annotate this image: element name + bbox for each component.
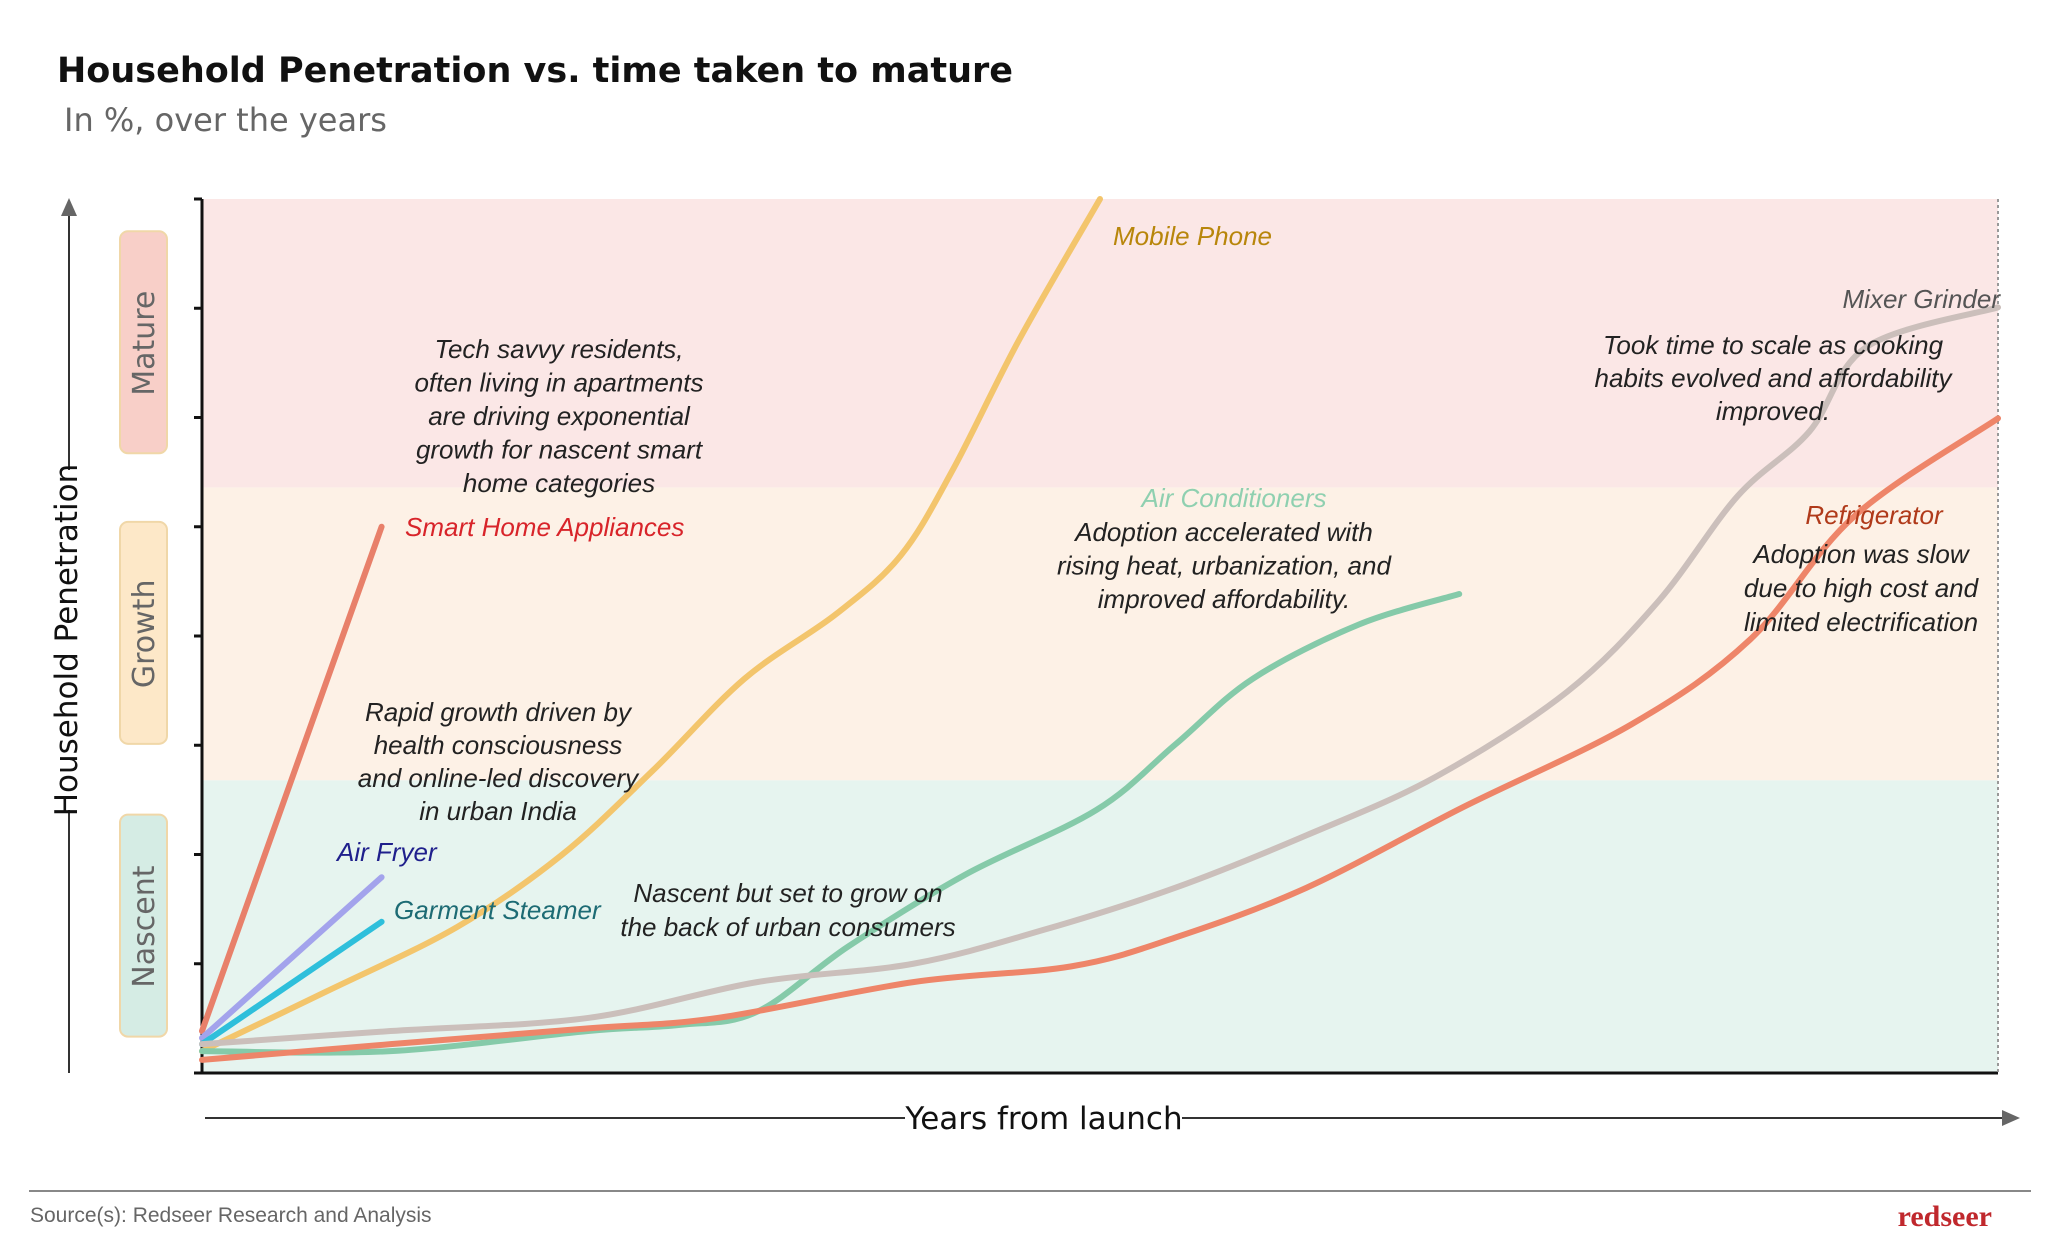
stage-band-mature	[202, 199, 1998, 488]
series-label: Refrigerator	[1805, 500, 1944, 530]
y-axis	[194, 197, 204, 1075]
series-line-smart-home-appliances	[199, 523, 385, 1035]
annotation-line: home categories	[463, 468, 655, 498]
annotation-line: in urban India	[419, 796, 577, 826]
annotation-line: improved.	[1716, 396, 1830, 426]
annotation-line: Adoption was slow	[1751, 539, 1971, 569]
annotation-line: habits evolved and affordability	[1594, 363, 1953, 393]
series-line-mobile-phone	[199, 196, 1103, 1055]
chart-title: Household Penetration vs. time taken to …	[57, 51, 1013, 91]
x-axis-label: Years from launch	[904, 1101, 1182, 1137]
stage-box-mature	[119, 230, 168, 455]
annotation-line: the back of urban consumers	[620, 912, 955, 942]
series-label: Air Conditioners	[1140, 483, 1327, 513]
series-label: Mobile Phone	[1113, 221, 1272, 251]
series-label: Smart Home Appliances	[405, 512, 684, 542]
stage-box-growth	[119, 520, 168, 745]
series-lines	[199, 196, 2001, 1063]
y-axis-label: Household Penetration	[49, 464, 85, 817]
annotation-line: limited electrification	[1744, 607, 1978, 637]
stage-label: Growth	[127, 580, 162, 689]
series-label: Air Fryer	[335, 837, 438, 867]
stage-box-nascent	[119, 813, 168, 1038]
series-labels: Smart Home Appliances Air Fryer Garment St…	[335, 221, 2001, 925]
stage-label: Nascent	[127, 865, 162, 987]
annotation-line: Took time to scale as cooking	[1603, 330, 1944, 360]
series-line-garment-steamer	[199, 918, 385, 1048]
annotation-line: Nascent but set to grow on	[633, 878, 942, 908]
series-line-mixer-grinder	[199, 304, 2001, 1048]
annotation-line: rising heat, urbanization, and	[1057, 551, 1392, 581]
x-axis-arrow	[205, 1110, 2020, 1126]
annotation-line: Tech savvy residents,	[434, 334, 683, 364]
stage-labels: Nascent Growth Mature	[119, 230, 168, 1038]
annotation-line: improved affordability.	[1098, 584, 1350, 614]
annotation-line: are driving exponential	[428, 401, 691, 431]
annotation-line: growth for nascent smart	[416, 435, 704, 465]
series-label: Mixer Grinder	[1843, 284, 2002, 314]
annotation-line: and online-led discovery	[358, 763, 640, 793]
stage-bands	[202, 199, 1998, 1073]
annotation-line: Adoption accelerated with	[1073, 517, 1373, 547]
redseer-logo: redseer	[1898, 1200, 1992, 1233]
annotation-line: often living in apartments	[414, 368, 703, 398]
annotations: Tech savvy residents, often living in apa…	[358, 330, 1980, 942]
series-line-refrigerator	[199, 415, 2001, 1063]
series-line-air-fryer	[199, 874, 385, 1042]
source-note: Source(s): Redseer Research and Analysis	[30, 1204, 432, 1227]
stage-label: Mature	[127, 291, 162, 396]
annotation-line: health consciousness	[374, 730, 623, 760]
y-axis-arrow	[61, 198, 77, 1073]
annotation-line: Rapid growth driven by	[365, 697, 633, 727]
series-line-air-conditioners	[199, 591, 1463, 1056]
annotation-line: due to high cost and	[1744, 573, 1980, 603]
chart-subtitle: In %, over the years	[64, 101, 387, 139]
series-label: Garment Steamer	[394, 895, 602, 925]
stage-band-growth	[202, 487, 1998, 781]
